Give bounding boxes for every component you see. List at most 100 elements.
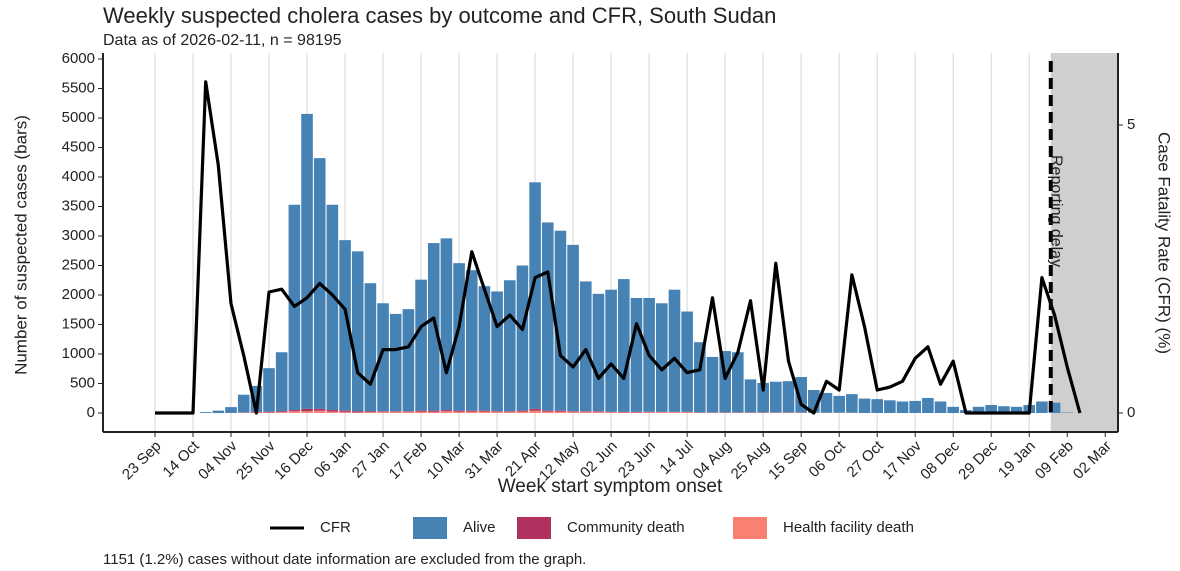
y-axis-title: Number of suspected cases (bars) xyxy=(11,115,30,375)
bar xyxy=(453,410,465,412)
bar xyxy=(263,412,275,414)
chart-title: Weekly suspected cholera cases by outcom… xyxy=(103,3,776,28)
y-tick-label: 6000 xyxy=(62,50,95,67)
bar xyxy=(554,410,567,412)
bar xyxy=(389,411,402,414)
x-tick-label: 06 Oct xyxy=(806,437,850,481)
bar xyxy=(351,251,364,412)
bar xyxy=(491,411,503,412)
annotation: Reporting delay xyxy=(1048,155,1065,267)
cfr-line xyxy=(155,80,1082,415)
y-tick-label: 3500 xyxy=(62,197,95,214)
bar xyxy=(896,401,909,414)
y-tick-label: 500 xyxy=(70,374,95,391)
bar xyxy=(465,411,478,414)
x-tick-label: 09 Feb xyxy=(1032,438,1077,483)
bar xyxy=(757,382,769,413)
bar xyxy=(427,243,440,411)
bar xyxy=(592,293,605,412)
bar xyxy=(389,411,402,412)
bar xyxy=(554,230,567,411)
bar xyxy=(1036,401,1048,414)
x-tick-label: 17 Nov xyxy=(879,437,925,483)
bar xyxy=(301,408,313,412)
legend-label: Health facility death xyxy=(783,519,914,536)
x-tick-label: 14 Oct xyxy=(159,437,203,481)
bar xyxy=(630,412,643,414)
y-tick-label: 0 xyxy=(87,404,95,421)
x-tick-label: 17 Feb xyxy=(386,438,431,483)
bar xyxy=(972,406,985,414)
bar xyxy=(364,411,377,413)
bar xyxy=(617,279,630,412)
bar xyxy=(770,381,782,413)
bar xyxy=(656,303,668,412)
legend-label: Community death xyxy=(567,519,685,536)
bar xyxy=(681,412,693,414)
bar xyxy=(377,411,389,412)
bar xyxy=(846,394,858,413)
bar xyxy=(592,411,605,414)
y-tick-label: 2000 xyxy=(62,286,95,303)
bar xyxy=(579,411,592,414)
bar xyxy=(1010,406,1023,414)
bar xyxy=(605,412,617,414)
bar xyxy=(339,410,351,412)
bar xyxy=(478,411,491,414)
y2-axis-title: Case Fatality Rate (CFR) (%) xyxy=(1155,132,1174,354)
bar xyxy=(630,297,643,412)
bar xyxy=(681,311,693,412)
bar xyxy=(503,280,516,412)
bar xyxy=(503,411,516,414)
chart-subtitle: Data as of 2026-02-11, n = 98195 xyxy=(103,32,342,49)
bar xyxy=(643,412,655,414)
bar xyxy=(1048,402,1061,414)
bar xyxy=(415,411,427,414)
bar xyxy=(985,405,998,414)
bar xyxy=(719,351,731,413)
y-tick-label: 5000 xyxy=(62,109,95,126)
bar xyxy=(288,411,301,414)
bar xyxy=(199,412,212,414)
legend-label: CFR xyxy=(320,519,351,536)
bar xyxy=(541,411,554,414)
bar xyxy=(389,313,402,412)
x-tick-label: 04 Nov xyxy=(195,437,241,483)
bar xyxy=(326,411,339,414)
bar xyxy=(427,410,440,412)
bar xyxy=(579,411,592,412)
bar xyxy=(605,289,617,412)
bar xyxy=(516,410,529,412)
bar xyxy=(275,352,288,412)
bar xyxy=(922,397,934,414)
footnote: 1151 (1.2%) cases without date informati… xyxy=(103,551,586,568)
x-tick-label: 16 Dec xyxy=(271,437,317,483)
bar xyxy=(301,411,313,414)
bar xyxy=(301,113,313,409)
bar xyxy=(440,238,453,411)
bar xyxy=(225,407,237,414)
y2-tick-label: 5 xyxy=(1127,116,1135,133)
x-tick-label: 02 Jun xyxy=(577,438,621,482)
y-tick-label: 1500 xyxy=(62,315,95,332)
x-tick-label: 23 Sep xyxy=(119,438,165,484)
bar xyxy=(554,411,567,414)
bar xyxy=(326,410,339,412)
bar xyxy=(402,411,415,412)
y2-tick-label: 0 xyxy=(1127,404,1135,421)
bar xyxy=(275,412,288,414)
y-tick-label: 4000 xyxy=(62,168,95,185)
bar xyxy=(503,411,516,412)
reporting-delay-shade xyxy=(1050,53,1118,432)
bar xyxy=(453,263,465,411)
y-tick-label: 3000 xyxy=(62,227,95,244)
bar xyxy=(871,399,883,414)
x-tick-label: 02 Mar xyxy=(1070,438,1115,483)
bar xyxy=(440,410,453,412)
bar xyxy=(782,381,795,413)
bar xyxy=(427,411,440,414)
x-tick-label: 25 Nov xyxy=(233,437,279,483)
bar xyxy=(820,392,833,413)
legend-swatch xyxy=(517,517,551,539)
